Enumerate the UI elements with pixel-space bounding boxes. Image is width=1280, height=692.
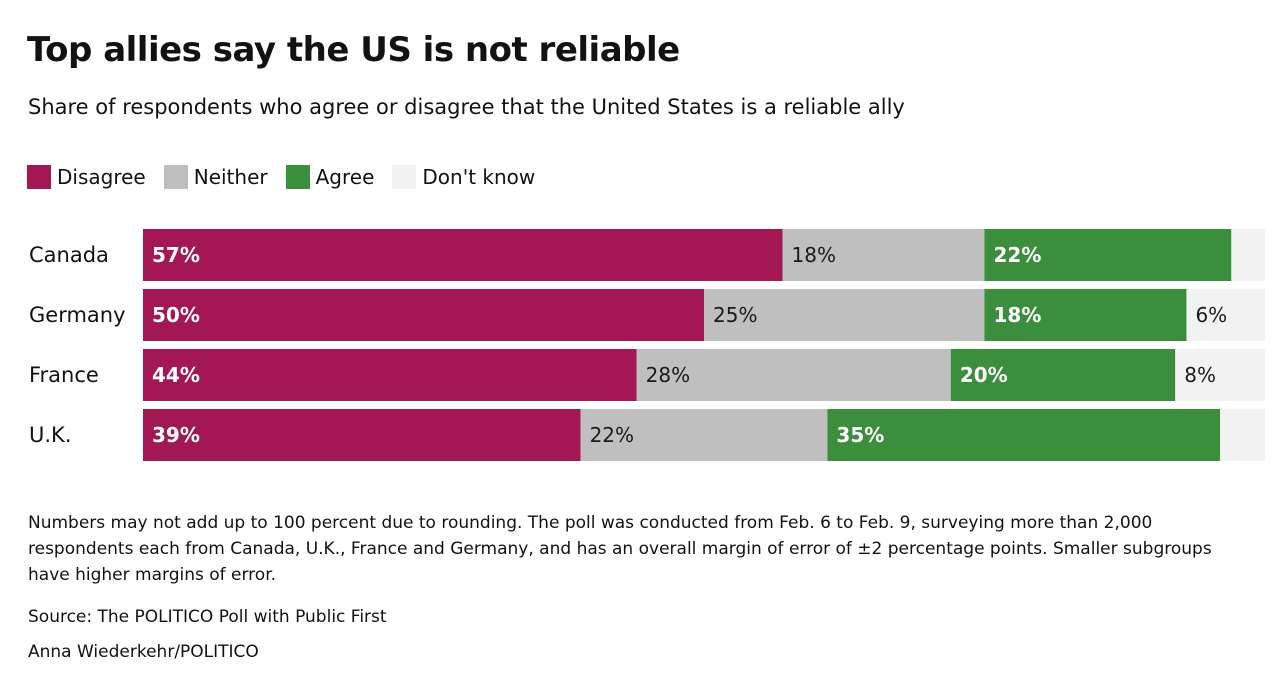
data-label: 50% (152, 303, 200, 327)
bar-segment (984, 289, 1187, 341)
bar-segment (950, 349, 1176, 401)
legend-swatch (27, 165, 51, 189)
bar-segment (984, 229, 1232, 281)
data-label: 44% (152, 363, 200, 387)
legend-swatch (392, 165, 417, 189)
data-label: 8% (1184, 363, 1216, 387)
legend-item: Agree (285, 165, 375, 189)
data-label: 6% (1195, 303, 1227, 327)
category-label: France (29, 363, 99, 387)
chart-notes: Numbers may not add up to 100 percent du… (28, 513, 1212, 585)
bar-segment (827, 409, 1221, 461)
bar-segment (1220, 409, 1265, 461)
bar-segment (143, 409, 581, 461)
chart-subtitle: Share of respondents who agree or disagr… (28, 95, 905, 119)
legend-label: Disagree (57, 165, 146, 189)
bar-segment (782, 229, 985, 281)
data-label: 18% (792, 243, 836, 267)
bar-segment (1175, 349, 1265, 401)
data-label: 22% (994, 243, 1042, 267)
chart-credit: Anna Wiederkehr/POLITICO (28, 642, 259, 662)
chart-title: Top allies say the US is not reliable (27, 30, 680, 70)
bar-segment (1186, 289, 1254, 341)
legend-item: Disagree (27, 165, 146, 189)
legend-label: Agree (315, 165, 375, 189)
legend-item: Neither (163, 165, 268, 189)
bar-segment (143, 349, 637, 401)
data-label: 57% (152, 243, 200, 267)
legend-label: Neither (193, 165, 268, 189)
legend-swatch (285, 165, 310, 189)
data-label: 20% (960, 363, 1008, 387)
legend-item: Don't know (392, 165, 535, 189)
data-label: 22% (590, 423, 634, 447)
bar-segment (143, 229, 783, 281)
bar-segment (704, 289, 985, 341)
data-label: 25% (713, 303, 757, 327)
legend-label: Don't know (422, 165, 536, 189)
category-label: Canada (29, 243, 109, 267)
data-label: 39% (152, 423, 200, 447)
category-label: Germany (29, 303, 126, 327)
data-label: 28% (646, 363, 690, 387)
category-label: U.K. (29, 423, 72, 447)
chart-legend: Disagree Neither Agree Don't know (27, 164, 553, 190)
chart-source: Source: The POLITICO Poll with Public Fi… (28, 607, 387, 627)
bar-segment (636, 349, 951, 401)
bar-segment (580, 409, 828, 461)
bar-segment (1231, 229, 1265, 281)
legend-swatch (163, 165, 188, 189)
data-label: 35% (836, 423, 884, 447)
data-label: 18% (994, 303, 1042, 327)
bar-segment (143, 289, 704, 341)
